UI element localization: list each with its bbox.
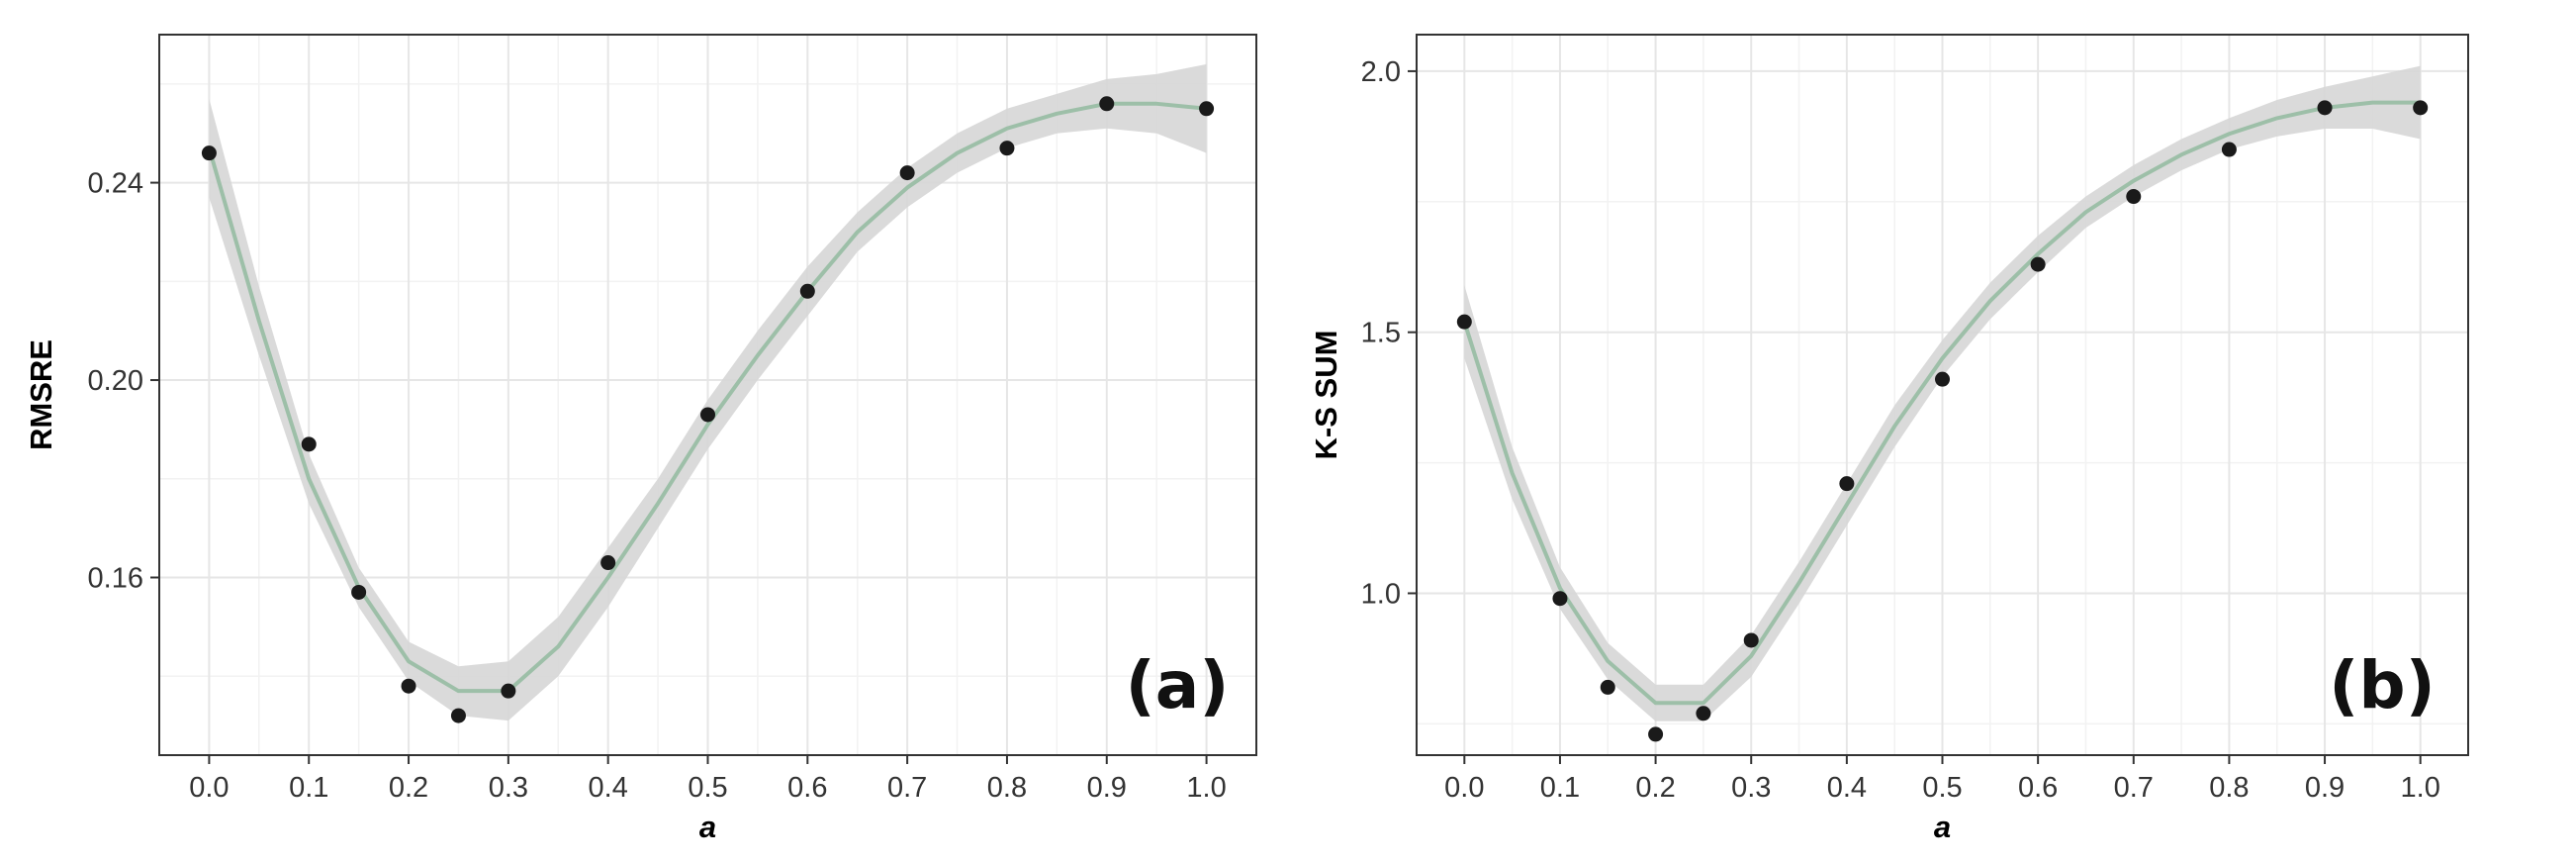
x-tick-label: 0.9 — [1087, 772, 1127, 804]
data-point — [999, 141, 1015, 156]
panel-label: (a) — [1126, 647, 1230, 723]
x-tick-label: 0.8 — [987, 772, 1027, 804]
x-tick-label: 0.8 — [2209, 772, 2249, 804]
y-tick-label: 2.0 — [1361, 56, 1401, 88]
data-point — [2413, 100, 2429, 116]
y-tick-label: 1.0 — [1361, 578, 1401, 610]
y-tick-label: 0.24 — [88, 168, 143, 200]
x-tick-label: 0.1 — [1540, 772, 1580, 804]
data-point — [799, 283, 815, 299]
x-tick-label: 0.5 — [688, 772, 727, 804]
data-point — [2126, 189, 2142, 205]
x-tick-label: 0.3 — [1731, 772, 1771, 804]
data-point — [201, 145, 217, 161]
x-tick-label: 0.9 — [2305, 772, 2345, 804]
panel-label: (b) — [2329, 647, 2436, 723]
data-point — [2221, 142, 2237, 157]
panel-b: 0.0 0.1 0.2 0.3 0.4 0.5 0.6 0.7 0.8 0.9 1.0 1.0 1.5 2… — [1309, 34, 2469, 844]
x-axis-title: a — [699, 810, 716, 844]
data-point — [1456, 314, 1472, 330]
data-point — [1199, 101, 1215, 117]
data-point — [1935, 371, 1950, 387]
data-point — [899, 165, 915, 181]
x-axis-title: a — [1934, 810, 1951, 844]
x-tick-label: 0.7 — [887, 772, 927, 804]
data-point — [1648, 726, 1664, 742]
y-axis-title: RMSRE — [24, 339, 58, 450]
x-tick-label: 0.6 — [2018, 772, 2058, 804]
data-point — [1099, 96, 1115, 112]
x-tick-label: 1.0 — [1186, 772, 1226, 804]
data-point — [1600, 679, 1615, 695]
data-point — [401, 678, 416, 694]
data-point — [600, 555, 616, 571]
x-tick-label: 0.2 — [389, 772, 428, 804]
y-tick-label: 0.20 — [88, 365, 143, 397]
data-point — [2317, 100, 2333, 116]
data-point — [2030, 256, 2046, 272]
y-tick-label: 0.16 — [88, 562, 143, 594]
x-tick-label: 0.5 — [1922, 772, 1962, 804]
x-tick-label: 0.4 — [1827, 772, 1867, 804]
data-point — [501, 683, 516, 699]
smooth-line — [207, 101, 1207, 694]
data-point — [301, 436, 317, 452]
data-point — [351, 584, 367, 600]
data-point — [1552, 591, 1568, 607]
data-point — [700, 407, 715, 423]
x-tick-label: 0.0 — [1444, 772, 1484, 804]
data-point — [1839, 476, 1855, 492]
x-tick-label: 0.7 — [2114, 772, 2154, 804]
data-point — [450, 708, 466, 723]
x-tick-label: 0.6 — [787, 772, 827, 804]
y-tick-label: 1.5 — [1361, 318, 1401, 349]
panel-a: 0.0 0.1 0.2 0.3 0.4 0.5 0.6 0.7 0.8 0.9 1.0 0.16 0.2… — [24, 34, 1257, 844]
x-tick-label: 0.0 — [189, 772, 229, 804]
x-tick-label: 0.2 — [1635, 772, 1675, 804]
x-tick-label: 0.1 — [289, 772, 328, 804]
smooth-line — [1462, 100, 2421, 706]
x-tick-label: 1.0 — [2401, 772, 2440, 804]
data-point — [1743, 632, 1759, 648]
x-tick-label: 0.4 — [589, 772, 628, 804]
x-tick-label: 0.3 — [489, 772, 528, 804]
y-axis-title: K-S SUM — [1309, 331, 1343, 460]
data-point — [1696, 706, 1711, 721]
